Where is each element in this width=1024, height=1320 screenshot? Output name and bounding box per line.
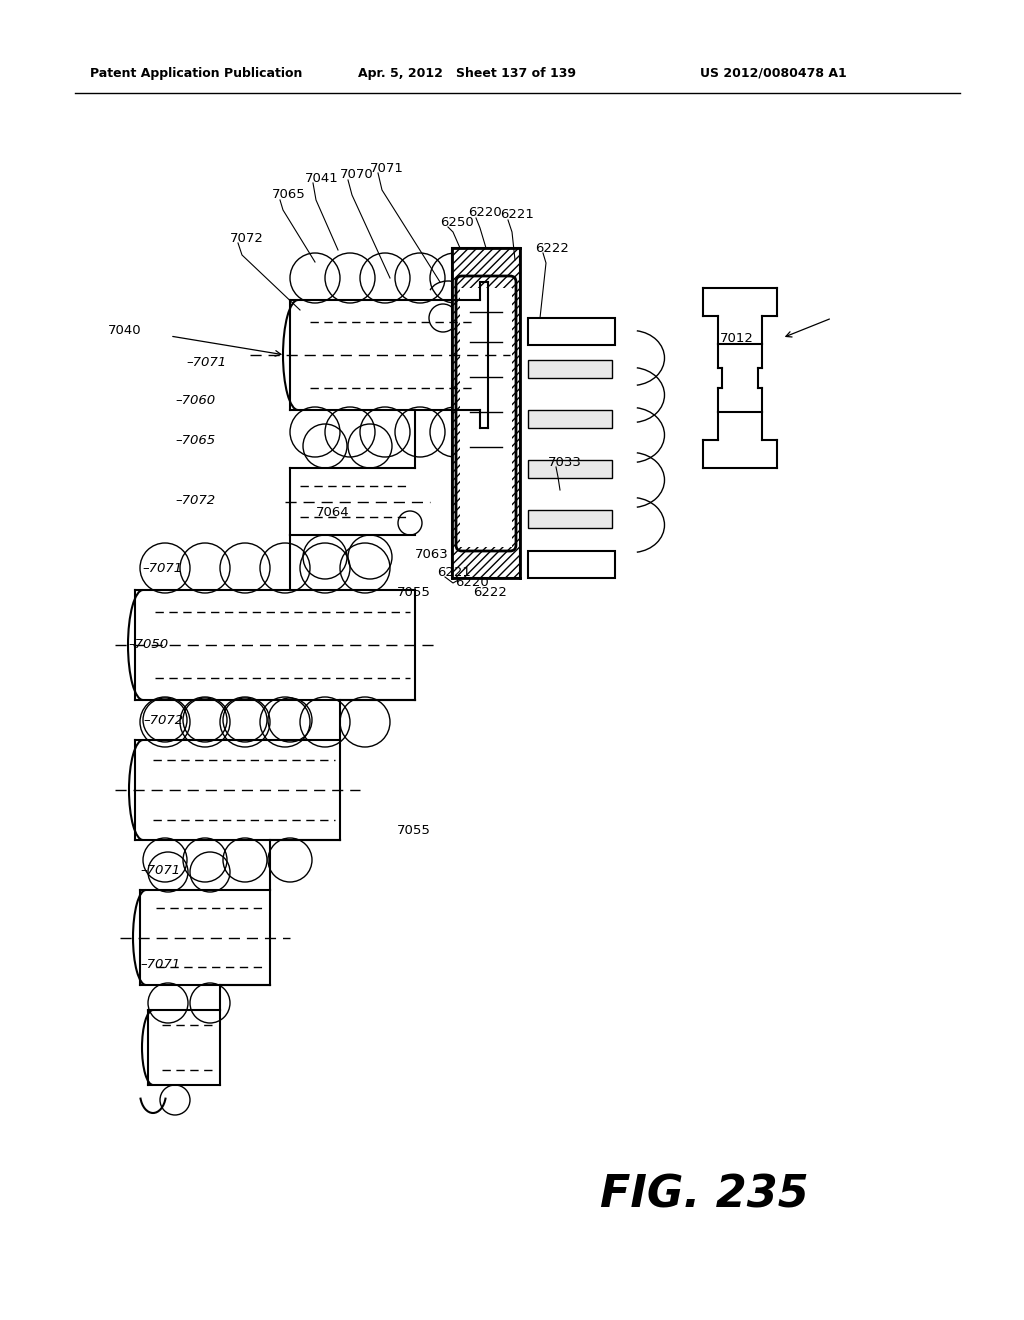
Text: 6221: 6221 xyxy=(437,565,471,578)
Text: 7071: 7071 xyxy=(370,161,403,174)
Text: Patent Application Publication: Patent Application Publication xyxy=(90,66,302,79)
Bar xyxy=(460,288,512,546)
Bar xyxy=(452,248,520,578)
Text: –7065: –7065 xyxy=(175,433,215,446)
Bar xyxy=(528,550,615,578)
Text: 7064: 7064 xyxy=(316,506,349,519)
Text: 6250: 6250 xyxy=(440,215,474,228)
Bar xyxy=(528,459,612,478)
Text: 7055: 7055 xyxy=(397,824,431,837)
Text: 7063: 7063 xyxy=(415,549,449,561)
Text: 7012: 7012 xyxy=(720,331,754,345)
Text: 6222: 6222 xyxy=(535,242,569,255)
Text: 7065: 7065 xyxy=(272,189,306,202)
Text: 7055: 7055 xyxy=(397,586,431,598)
Text: FIG. 235: FIG. 235 xyxy=(600,1173,809,1217)
Text: 7072: 7072 xyxy=(230,231,264,244)
Text: 6222: 6222 xyxy=(473,586,507,598)
Text: 7070: 7070 xyxy=(340,169,374,181)
Bar xyxy=(528,318,615,345)
Text: 6221: 6221 xyxy=(500,209,534,222)
Text: 7041: 7041 xyxy=(305,172,339,185)
Bar xyxy=(528,510,612,528)
Bar xyxy=(528,411,612,428)
Text: –7072: –7072 xyxy=(143,714,183,726)
Text: –7050: –7050 xyxy=(128,639,168,652)
Text: –7060: –7060 xyxy=(175,393,215,407)
Text: US 2012/0080478 A1: US 2012/0080478 A1 xyxy=(700,66,847,79)
Text: –7072: –7072 xyxy=(175,494,215,507)
Text: 7040: 7040 xyxy=(108,323,141,337)
Bar xyxy=(528,360,612,378)
Text: –7071: –7071 xyxy=(142,561,182,574)
Text: –7071: –7071 xyxy=(140,863,180,876)
Text: Apr. 5, 2012   Sheet 137 of 139: Apr. 5, 2012 Sheet 137 of 139 xyxy=(358,66,575,79)
Text: 6220: 6220 xyxy=(455,576,488,589)
Text: 7033: 7033 xyxy=(548,455,582,469)
Text: –7071: –7071 xyxy=(140,958,180,972)
Text: 6220: 6220 xyxy=(468,206,502,219)
Text: –7071: –7071 xyxy=(186,355,226,368)
